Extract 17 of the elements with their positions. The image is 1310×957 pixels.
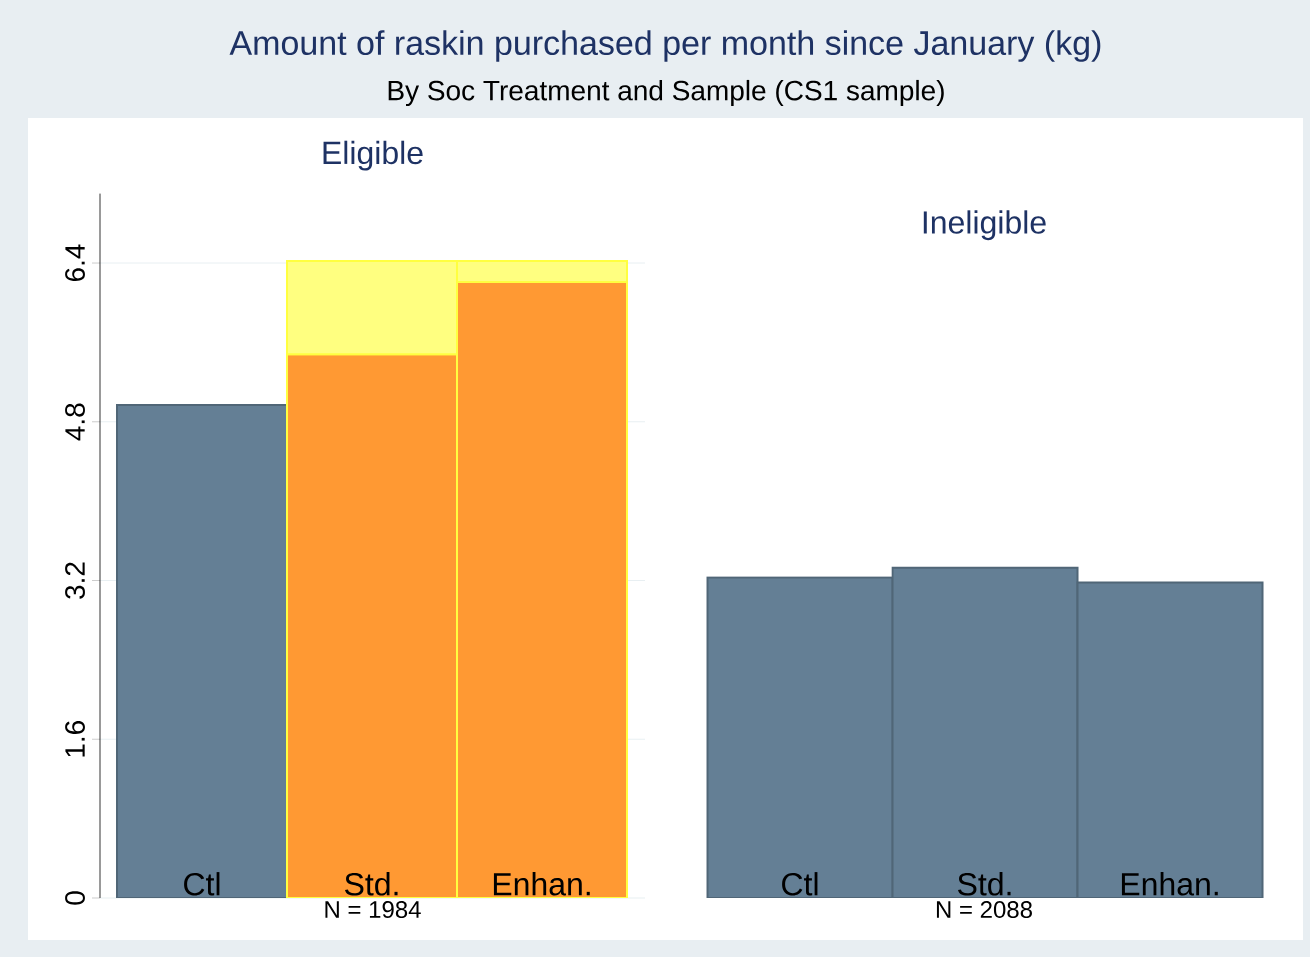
x-tick-label: Std.	[958, 872, 1011, 896]
y-tick-label: 0	[65, 891, 85, 905]
x-tick-label: Ctl	[782, 872, 818, 896]
chart-title: Ineligible	[923, 210, 1046, 241]
chart-title: Eligible	[323, 140, 423, 171]
text: Amount of raskin purchased per month since January (kg)	[229, 30, 1101, 62]
text: By Soc Treatment and Sample (CS1 sample)	[388, 79, 944, 107]
x-axis-title: N = 2088	[936, 901, 1032, 919]
y-tick-label: 4.8	[65, 403, 85, 441]
y-tick-label: 1.6	[65, 721, 85, 757]
x-axis-title: N = 1984	[325, 901, 421, 919]
y-tick-label: 3.2	[65, 562, 85, 599]
y-tick-label: 6.4	[65, 244, 85, 282]
x-tick-label: Std.	[344, 872, 398, 896]
x-tick-label: Enhan.	[493, 872, 590, 896]
x-tick-label: Enhan.	[1121, 872, 1218, 896]
x-tick-label: Ctl	[184, 872, 220, 896]
